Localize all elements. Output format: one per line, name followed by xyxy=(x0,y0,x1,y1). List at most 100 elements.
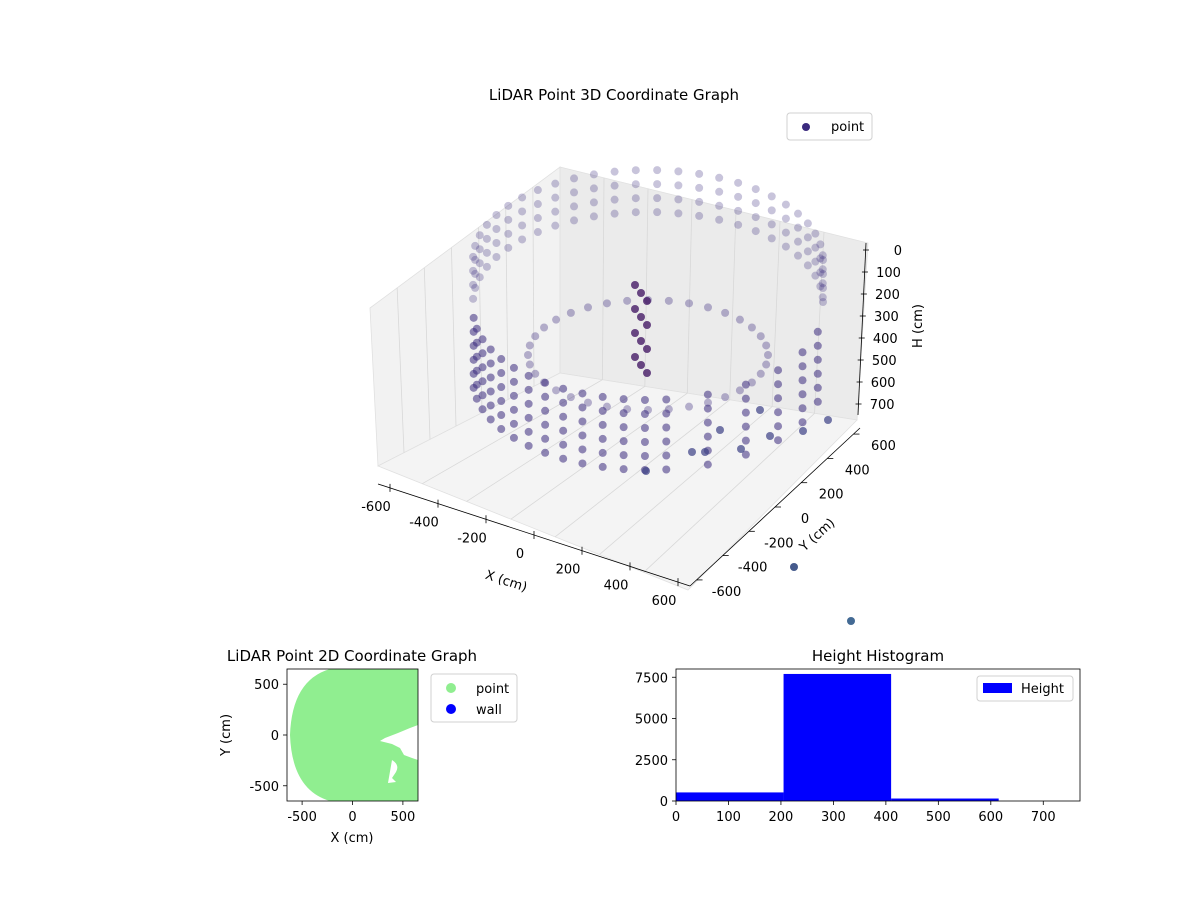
lidar-point xyxy=(524,385,533,394)
lidar-point xyxy=(631,329,639,337)
lidar-point xyxy=(486,359,495,368)
lidar-point xyxy=(774,436,783,445)
lidar-point xyxy=(643,297,651,305)
lidar-point xyxy=(631,180,640,189)
lidar-point xyxy=(541,392,550,401)
lidar-point xyxy=(662,409,671,418)
lidar-point xyxy=(767,234,776,243)
grid-line xyxy=(466,386,646,502)
lidar-point xyxy=(756,332,765,341)
grid-line xyxy=(599,406,773,555)
lidar-point xyxy=(541,420,550,429)
lidar-point xyxy=(518,207,527,216)
x-tick-3d-label: 0 xyxy=(516,547,524,562)
lidar-point xyxy=(653,208,662,217)
lidar-point xyxy=(524,427,533,436)
lidar-point xyxy=(695,197,704,206)
grid-line xyxy=(602,177,605,380)
lidar-point xyxy=(492,253,501,261)
lidar-point xyxy=(774,380,783,389)
lidar-point xyxy=(653,180,662,189)
legend-3d-box xyxy=(786,112,873,141)
lidar-point xyxy=(798,376,807,385)
lidar-point xyxy=(518,221,527,230)
lidar-point xyxy=(715,173,724,182)
lidar-point xyxy=(552,315,561,324)
y-tick-hist-label: 7500 xyxy=(635,671,668,686)
lidar-point xyxy=(798,390,807,399)
lidar-point xyxy=(767,220,776,229)
lidar-point xyxy=(685,402,694,411)
z-tick-3d-label: 600 xyxy=(871,376,896,391)
lidar-point xyxy=(818,293,827,302)
lidar-point xyxy=(619,423,628,432)
lidar-point xyxy=(766,432,774,440)
legend-histogram-swatch xyxy=(983,683,1012,693)
lidar-point xyxy=(524,371,533,380)
histogram-ticks: 0 100 200 300 400 500 600 700 0 2500 5000 7500 xyxy=(635,671,1056,825)
lidar-point xyxy=(551,179,560,188)
y-tick-2d-label: 0 xyxy=(271,729,279,744)
lidar-point xyxy=(623,405,632,414)
lidar-point xyxy=(504,229,513,238)
x-tick-hist-label: 100 xyxy=(716,810,741,825)
lidar-point xyxy=(497,425,506,434)
lidar-point xyxy=(471,241,480,250)
lidar-point xyxy=(486,401,495,410)
lidar-point xyxy=(492,239,501,247)
y-tick-2d-label: -500 xyxy=(249,780,279,795)
lidar-point xyxy=(734,206,743,215)
legend-histogram-entry: Height xyxy=(1021,682,1064,697)
grid-line xyxy=(771,221,781,407)
lidar-point xyxy=(551,193,560,202)
histogram-bar xyxy=(676,792,784,801)
lidar-point xyxy=(570,216,579,225)
lidar-point xyxy=(619,465,628,474)
lidar-point xyxy=(756,369,765,378)
lidar-point xyxy=(497,397,506,406)
lidar-point xyxy=(469,383,478,392)
grid-line xyxy=(686,199,693,394)
lidar-point xyxy=(674,167,683,176)
lidar-point xyxy=(653,166,662,175)
lidar-point xyxy=(695,183,704,192)
lidar-point xyxy=(497,383,506,392)
x-tick-hist-label: 200 xyxy=(769,810,794,825)
grid-line xyxy=(423,267,431,440)
lidar-point xyxy=(509,433,518,442)
y-tick-3d-label: -600 xyxy=(712,585,742,600)
lidar-point xyxy=(803,219,812,228)
grid-line xyxy=(814,232,825,414)
lidar-point xyxy=(518,193,527,202)
lidar-point xyxy=(747,323,756,332)
lidar-point xyxy=(497,411,506,420)
lidar-point xyxy=(610,195,619,204)
lidar-point xyxy=(751,213,760,222)
lidar-point xyxy=(751,199,760,208)
lidar-point xyxy=(803,261,812,270)
lidar-point xyxy=(475,245,484,254)
legend-3d-marker xyxy=(802,123,810,131)
lidar-point xyxy=(497,369,506,378)
lidar-point xyxy=(541,434,550,443)
lidar-point xyxy=(570,188,579,197)
lidar-point xyxy=(475,259,484,268)
legend-2d-point: point xyxy=(476,682,509,697)
lidar-point xyxy=(674,195,683,204)
lidar-point xyxy=(589,212,598,221)
lidar-point xyxy=(813,355,822,364)
lidar-point xyxy=(541,448,550,457)
lidar-point xyxy=(816,282,825,291)
lidar-point xyxy=(811,271,820,280)
lidar-point xyxy=(509,377,518,386)
lidar-point xyxy=(524,399,533,408)
lidar-point xyxy=(643,321,651,329)
lidar-point xyxy=(524,413,533,422)
lidar-point xyxy=(598,448,607,457)
lidar-point xyxy=(541,406,550,415)
lidar-point xyxy=(640,451,649,460)
lidar-point xyxy=(610,167,619,176)
lidar-point xyxy=(764,351,772,359)
